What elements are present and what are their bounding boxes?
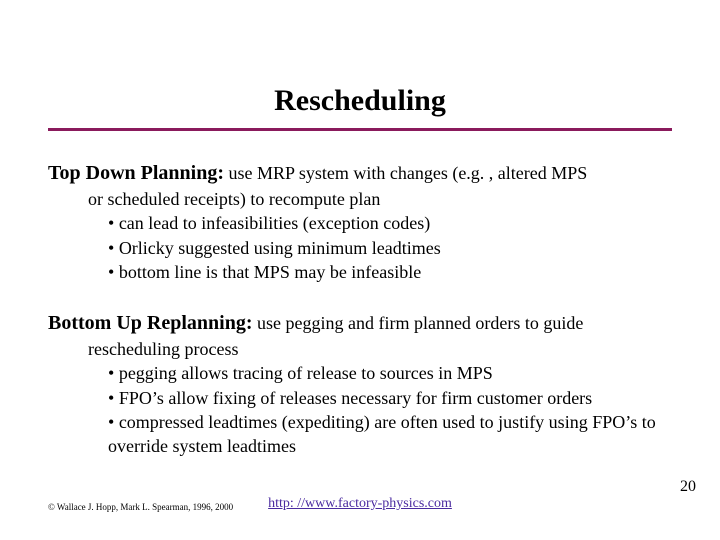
- footer-link[interactable]: http: //www.factory-physics.com: [268, 496, 452, 511]
- bullet-item: can lead to infeasibilities (exception c…: [108, 211, 672, 235]
- section-top-down: Top Down Planning: use MRP system with c…: [48, 160, 672, 284]
- slide-body: Top Down Planning: use MRP system with c…: [48, 160, 672, 485]
- bullet-item: pegging allows tracing of release to sou…: [108, 361, 672, 385]
- bullet-list: can lead to infeasibilities (exception c…: [48, 211, 672, 284]
- section-lead: use MRP system with changes (e.g. , alte…: [224, 163, 587, 183]
- title-underline: [48, 128, 672, 131]
- section-continuation: or scheduled receipts) to recompute plan: [88, 187, 672, 211]
- bullet-item: bottom line is that MPS may be infeasibl…: [108, 260, 672, 284]
- section-heading: Top Down Planning:: [48, 162, 224, 184]
- bullet-item: Orlicky suggested using minimum leadtime…: [108, 236, 672, 260]
- section-bottom-up: Bottom Up Replanning: use pegging and fi…: [48, 310, 672, 458]
- section-continuation: rescheduling process: [88, 337, 672, 361]
- page-number: 20: [680, 478, 696, 496]
- section-heading: Bottom Up Replanning:: [48, 312, 252, 334]
- bullet-item: compressed leadtimes (expediting) are of…: [108, 410, 672, 459]
- slide: Rescheduling Top Down Planning: use MRP …: [0, 0, 720, 540]
- bullet-item: FPO’s allow fixing of releases necessary…: [108, 386, 672, 410]
- bullet-list: pegging allows tracing of release to sou…: [48, 361, 672, 458]
- section-lead: use pegging and firm planned orders to g…: [252, 313, 583, 333]
- slide-title: Rescheduling: [0, 84, 720, 118]
- footer-link-wrap: http: //www.factory-physics.com: [0, 496, 720, 512]
